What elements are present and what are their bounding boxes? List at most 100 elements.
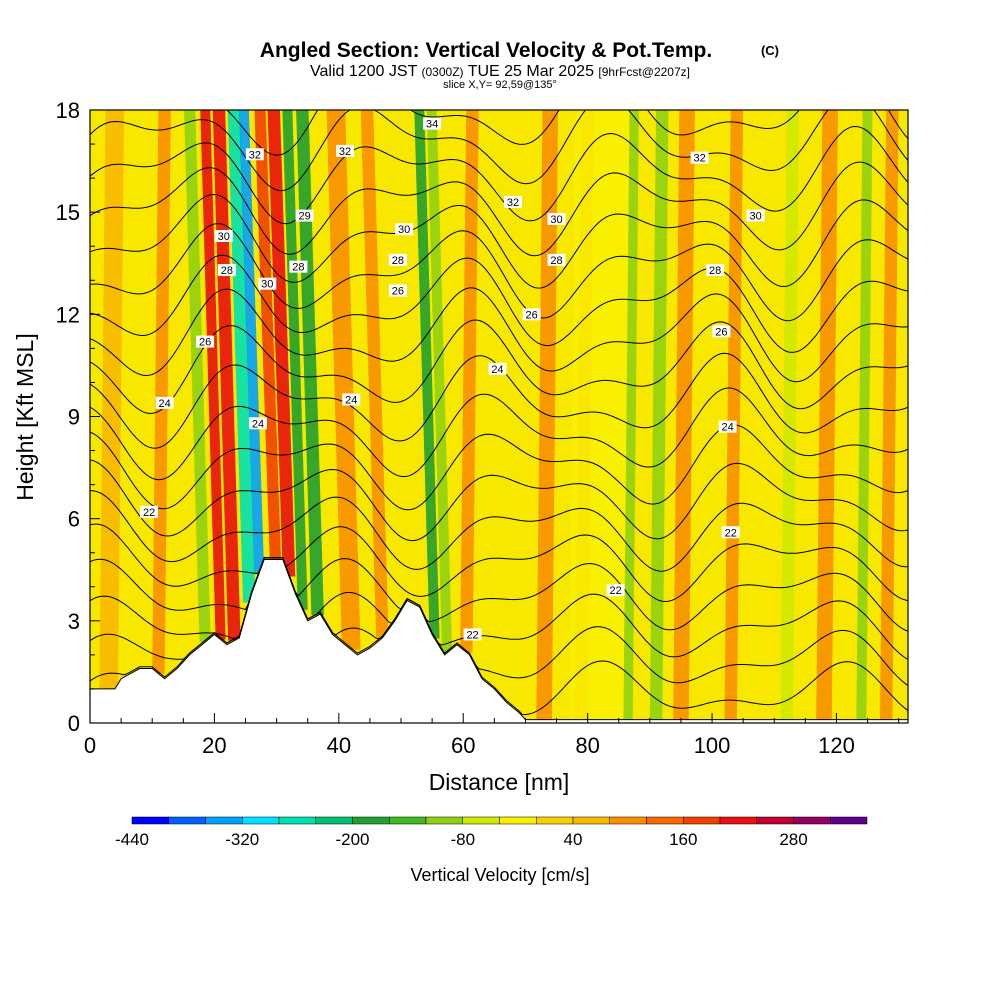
subtitle-date: TUE 25 Mar 2025 [468,63,594,80]
vv-band-11 [326,110,361,650]
svg-text:28: 28 [392,255,404,267]
contour-label-19: 26 [712,325,731,338]
contour-label-15: 30 [258,277,277,291]
svg-text:24: 24 [252,418,264,430]
axis-ticks: 0 20 40 60 80 100 120 0 3 6 9 12 15 18 [56,98,900,758]
x-tick-label: 80 [575,733,599,758]
contour-label-24: 24 [718,420,737,434]
contour-label-18: 26 [196,335,215,349]
vv-band-18 [568,110,638,720]
isentrope-13 [90,223,908,322]
contour-label-3: 32 [690,151,709,165]
vv-band-7 [254,110,281,560]
y-tick-label: 12 [56,302,80,327]
isentrope-14 [90,193,908,289]
contour-labels: 34 32 32 32 32 30 30 30 30 29 28 28 28 28 28 30 26 26 26 26… [140,117,765,641]
colorbar-swatch [352,816,390,825]
colorbar-tick-label: -200 [335,830,369,849]
svg-text:24: 24 [345,394,357,406]
contour-label-9: 29 [295,209,314,223]
vv-band-26 [880,110,899,720]
contour-label-6: 30 [395,223,414,236]
contour-label-0: 34 [423,117,442,131]
colorbar-tick-label: 160 [669,830,697,849]
contour-label-13: 28 [547,253,566,267]
x-tick-label: 100 [694,733,731,758]
svg-text:32: 32 [507,197,519,209]
colorbar-swatch [719,816,757,825]
isentrope-15 [90,161,908,257]
isentrope-17 [90,110,908,192]
svg-text:26: 26 [199,337,211,349]
vv-band-6 [238,110,265,574]
vv-band-22 [724,110,744,720]
y-axis-label: Height [Kft MSL] [12,333,38,500]
contour-label-26: 22 [721,526,740,539]
copyright-mark: (C) [761,43,779,58]
svg-text:26: 26 [715,326,727,338]
subtitle-valid: Valid 1200 JST [310,63,418,80]
svg-text:22: 22 [610,585,622,597]
svg-text:28: 28 [550,255,562,267]
vv-band-25 [856,110,873,720]
svg-text:30: 30 [261,279,273,291]
contour-label-20: 24 [488,362,507,376]
contour-label-11: 28 [289,260,308,274]
contour-label-10: 28 [217,264,236,277]
vv-band-24 [816,110,838,720]
colorbar-swatch [425,816,463,825]
vv-band-3 [200,110,226,640]
y-tick-label: 9 [68,405,80,430]
colorbar-swatch [683,816,721,825]
chart-title: Angled Section: Vertical Velocity & Pot.… [260,39,712,62]
vv-band-23 [780,110,800,720]
contour-label-28: 22 [463,628,482,641]
colorbar-swatch [572,816,610,825]
svg-text:30: 30 [550,214,562,226]
contour-label-4: 32 [503,195,522,209]
x-tick-label: 20 [202,733,226,758]
colorbar-tick-label: -440 [115,830,149,849]
svg-text:24: 24 [159,398,171,410]
svg-text:32: 32 [693,153,705,165]
contour-label-25: 22 [140,505,159,519]
colorbar-swatch [131,816,169,825]
subtitle-forecast: [9hrFcst@2207z] [598,65,690,79]
vv-band-9 [282,110,308,610]
vv-band-10 [296,110,324,616]
contour-label-22: 24 [342,393,361,406]
colorbar-swatch [205,816,243,825]
isentrope-18 [226,110,908,156]
colorbar-swatch [315,816,353,825]
svg-text:22: 22 [143,507,155,519]
y-tick-label: 6 [68,507,80,532]
vv-band-20 [649,110,669,720]
svg-text:22: 22 [725,527,737,539]
svg-text:32: 32 [249,149,261,161]
svg-text:30: 30 [749,211,761,223]
isentrope-8 [90,387,908,481]
isentrope-1 [90,557,908,686]
contour-label-8: 30 [746,209,765,223]
isentrope-16 [90,125,908,225]
isentrope-11 [90,287,908,383]
svg-text:24: 24 [721,422,733,434]
isentrope-3 [90,557,908,632]
x-tick-label: 120 [818,733,855,758]
contour-label-7: 30 [547,212,566,226]
y-tick-label: 18 [56,98,80,123]
isentrope-4 [90,523,908,603]
vv-band-12 [360,110,389,638]
isentrope-7 [90,424,908,511]
contour-label-12: 28 [388,253,407,267]
vv-band-19 [623,110,639,720]
colorbar-swatch [242,816,280,825]
colorbar-swatch [609,816,647,825]
colorbar-swatch [168,816,206,825]
contour-label-23: 24 [248,417,267,430]
vv-band-4 [212,110,241,641]
terrain-mask [90,559,908,723]
colorbar-tick-label: 40 [564,830,583,849]
vv-band-0 [99,110,125,689]
